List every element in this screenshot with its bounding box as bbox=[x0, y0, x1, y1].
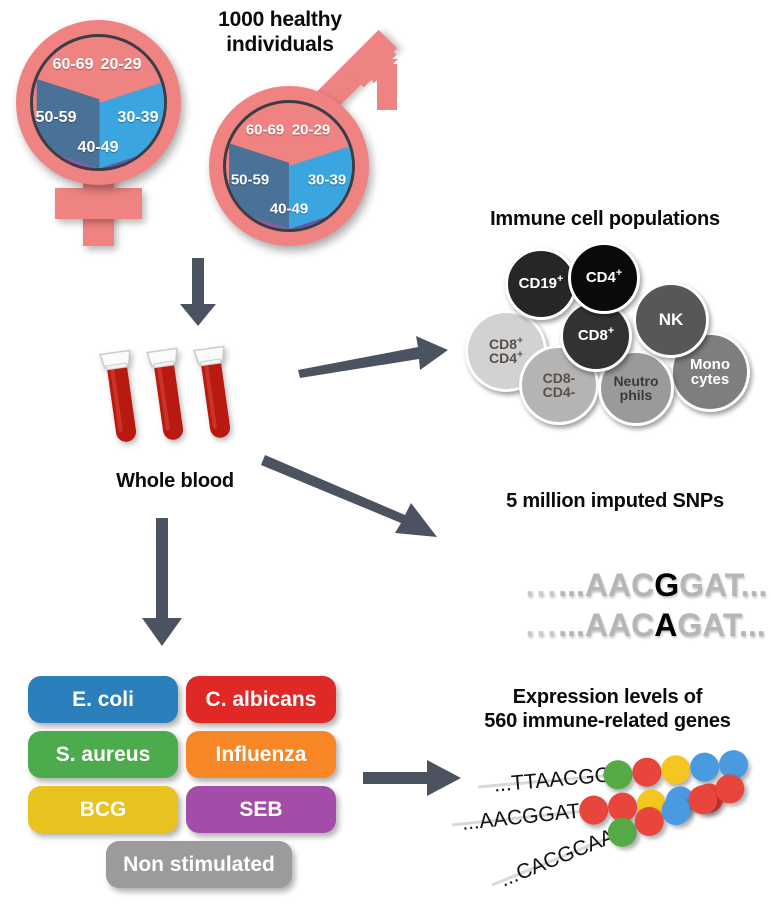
cell-neutrophils: Neutro phils bbox=[598, 350, 674, 426]
stimulus-e-coli[interactable]: E. coli bbox=[28, 676, 178, 723]
gene-bead bbox=[660, 753, 692, 786]
arrow-blood-to-cells bbox=[298, 330, 448, 378]
cell-nk: NK bbox=[633, 282, 709, 358]
female-age-pie bbox=[30, 34, 167, 171]
snp-sequence-row: ......AACAGAT... bbox=[490, 570, 766, 681]
pie-label-20-29: 20-29 bbox=[100, 56, 142, 73]
stimulus-influenza[interactable]: Influenza bbox=[186, 731, 336, 778]
snp-ellipsis-left: ... bbox=[525, 607, 559, 643]
snp-variant: A bbox=[654, 607, 678, 643]
arrow-cohort-to-blood bbox=[178, 258, 218, 326]
cell-label: CD4+ bbox=[585, 267, 623, 287]
pie-label-50-59: 50-59 bbox=[35, 109, 77, 126]
stimulus-label: E. coli bbox=[72, 687, 134, 711]
stimulus-seb[interactable]: SEB bbox=[186, 786, 336, 833]
snp-prefix: ...AAC bbox=[558, 567, 655, 603]
strand-sequence: ...AACGGAT bbox=[460, 799, 582, 835]
pie-label-30-39: 30-39 bbox=[307, 171, 347, 189]
cell-label: NK bbox=[658, 310, 684, 330]
snp-variant: G bbox=[654, 567, 680, 603]
cell-label: Mono cytes bbox=[690, 355, 730, 388]
cell-label: CD8- CD4- bbox=[542, 369, 576, 400]
snp-ellipsis-left: ... bbox=[525, 567, 559, 603]
male-arrow-head-c bbox=[377, 64, 397, 110]
cell-cd4pos: CD4+ bbox=[568, 242, 640, 314]
snp-suffix: GAT... bbox=[679, 567, 768, 603]
male-gender-symbol: 20-29 30-39 40-49 50-59 60-69 bbox=[205, 29, 420, 252]
snp-sequence-row: ......AACGGAT... bbox=[490, 530, 768, 641]
stimulus-label: SEB bbox=[239, 797, 283, 821]
pie-label-30-39: 30-39 bbox=[117, 109, 159, 126]
stimulus-label: C. albicans bbox=[205, 687, 317, 711]
stimulus-bcg[interactable]: BCG bbox=[28, 786, 178, 833]
cell-label: CD19+ bbox=[518, 273, 564, 293]
stimulus-label: BCG bbox=[79, 797, 127, 821]
whole-blood-label: Whole blood bbox=[116, 470, 234, 492]
blood-tube bbox=[190, 340, 242, 463]
genes-heading: Expression levels of 560 immune-related … bbox=[484, 686, 731, 732]
pie-label-60-69: 60-69 bbox=[245, 121, 285, 139]
stimulus-s-aureus[interactable]: S. aureus bbox=[28, 731, 178, 778]
blood-tube bbox=[143, 342, 195, 465]
stimulus-non-stimulated[interactable]: Non stimulated bbox=[106, 841, 292, 888]
gene-strand-group: ...TTAACGG ...AACGGAT ...CACGCAA bbox=[451, 740, 770, 915]
snps-heading: 5 million imputed SNPs bbox=[506, 490, 724, 512]
stimulus-label: Influenza bbox=[215, 742, 307, 766]
gene-bead bbox=[631, 756, 663, 788]
stimulus-label: S. aureus bbox=[55, 742, 151, 766]
cell-label: Neutro phils bbox=[613, 372, 659, 403]
immune-cell-cluster: CD8+ CD4+ CD8- CD4- Mono cytes Neutro phils … bbox=[455, 240, 765, 426]
snp-prefix: ...AAC bbox=[558, 607, 655, 643]
pie-label-50-59: 50-59 bbox=[230, 171, 270, 189]
female-cross-horizontal bbox=[55, 188, 142, 219]
arrow-blood-to-stimuli bbox=[140, 518, 184, 646]
pie-label-40-49: 40-49 bbox=[77, 139, 119, 156]
immune-cell-heading: Immune cell populations bbox=[490, 208, 720, 230]
arrow-stimuli-to-genes bbox=[363, 760, 461, 796]
pie-label-40-49: 40-49 bbox=[269, 200, 309, 218]
cohort-heading: 1000 healthy individuals bbox=[218, 8, 342, 56]
snp-suffix: GAT... bbox=[677, 607, 766, 643]
pie-label-60-69: 60-69 bbox=[52, 56, 94, 73]
stimulus-label: Non stimulated bbox=[123, 852, 275, 876]
stimulus-c-albicans[interactable]: C. albicans bbox=[186, 676, 336, 723]
stimuli-panel: E. coli C. albicans S. aureus Influenza … bbox=[28, 676, 348, 896]
cell-cd19pos: CD19+ bbox=[505, 248, 577, 320]
pie-label-20-29: 20-29 bbox=[291, 121, 331, 139]
female-gender-symbol: 20-29 30-39 40-49 50-59 60-69 bbox=[8, 18, 188, 248]
male-age-pie bbox=[223, 100, 355, 232]
cell-label: CD8+ bbox=[577, 325, 615, 345]
blood-tube bbox=[96, 344, 148, 467]
whole-blood-tubes bbox=[96, 340, 256, 460]
arrow-blood-to-snps bbox=[261, 455, 445, 545]
cell-label: CD8+ CD4+ bbox=[489, 335, 523, 366]
